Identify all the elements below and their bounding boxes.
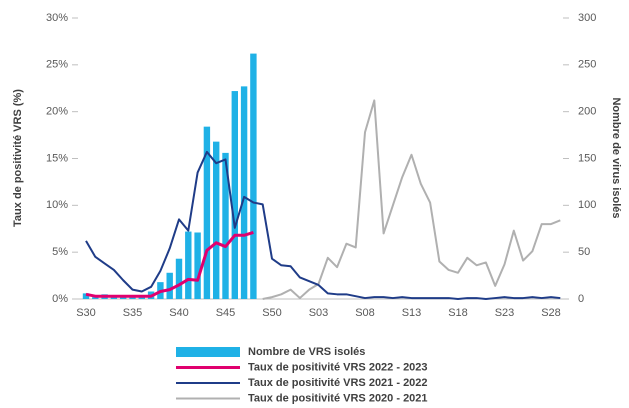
- x-tick-label: S28: [541, 307, 561, 319]
- x-tick-label: S08: [355, 307, 375, 319]
- x-tick-label: S23: [495, 307, 515, 319]
- bar: [110, 297, 118, 299]
- y2-axis-title: Nombre de virus isolés: [610, 97, 622, 218]
- x-tick-label: S45: [216, 307, 236, 319]
- bar: [120, 297, 127, 299]
- bar: [166, 272, 173, 299]
- y-tick-label: 30%: [46, 12, 68, 24]
- y2-tick-label: 300: [578, 12, 596, 24]
- line: [85, 150, 561, 300]
- y2-tick-label: 50: [578, 246, 590, 258]
- bar: [175, 258, 183, 299]
- x-tick-label: S30: [76, 307, 96, 319]
- y2-tick-label: 100: [578, 199, 596, 211]
- y-tick-label: 10%: [46, 199, 68, 211]
- bar: [92, 297, 99, 299]
- bar: [231, 91, 238, 299]
- bar: [185, 231, 192, 299]
- bar: [222, 152, 229, 299]
- line: [262, 99, 561, 300]
- legend-label: Nombre de VRS isolés: [248, 346, 365, 358]
- legend-label: Taux de positivité VRS 2020 - 2021: [248, 392, 428, 404]
- x-tick-label: S50: [262, 307, 282, 319]
- y2-tick-label: 150: [578, 152, 596, 164]
- legend-label: Taux de positivité VRS 2021 - 2022: [248, 377, 428, 389]
- bar: [129, 297, 136, 299]
- bar: [203, 126, 211, 299]
- bar: [213, 141, 220, 299]
- y-tick-label: 25%: [46, 59, 68, 71]
- bar: [82, 293, 90, 299]
- y2-tick-label: 0: [578, 293, 584, 305]
- legend-label: Taux de positivité VRS 2022 - 2023: [248, 361, 428, 373]
- legend-swatch: [176, 347, 240, 357]
- y-tick-label: 20%: [46, 106, 68, 118]
- bar: [240, 86, 248, 299]
- x-tick-label: S13: [402, 307, 422, 319]
- y-axis-title: Taux de positivité VRS (%): [12, 89, 24, 227]
- x-tick-label: S18: [448, 307, 468, 319]
- x-tick-label: S40: [169, 307, 189, 319]
- bar: [250, 53, 257, 299]
- x-tick-label: S35: [123, 307, 143, 319]
- y2-tick-label: 250: [578, 59, 596, 71]
- y-tick-label: 5%: [52, 246, 68, 258]
- x-tick-label: S03: [309, 307, 329, 319]
- line: [85, 231, 254, 298]
- y2-tick-label: 200: [578, 106, 596, 118]
- y-tick-label: 15%: [46, 152, 68, 164]
- y-tick-label: 0%: [52, 293, 68, 305]
- bar: [194, 232, 201, 299]
